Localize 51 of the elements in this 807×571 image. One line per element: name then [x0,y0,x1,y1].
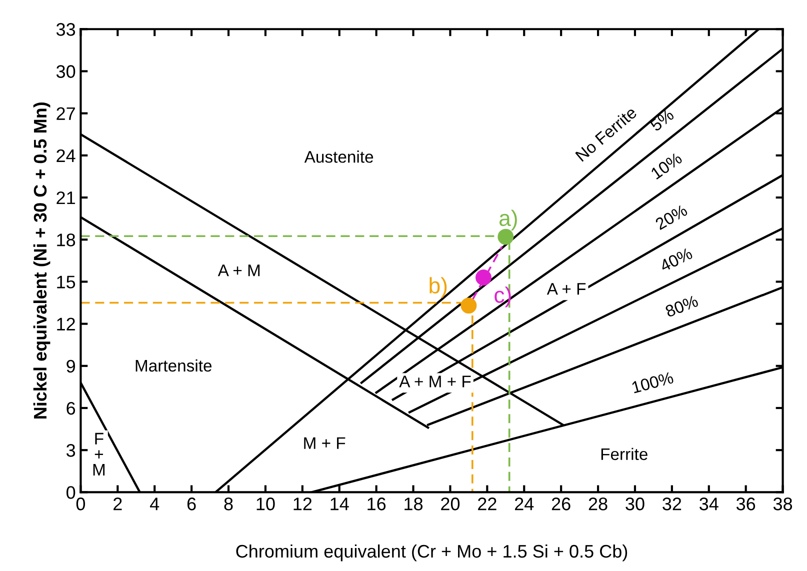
x-tick-label: 34 [700,498,718,510]
x-tick-label: 2 [114,498,122,510]
x-tick-label: 6 [187,498,196,510]
x-tick-label: 36 [736,498,756,510]
y-tick-label: 0 [66,486,76,499]
x-tick-label: 8 [224,498,233,510]
text: 80% [664,294,699,318]
x-axis-title: Chromium equivalent (Cr + Mo + 1.5 Si + 0.5 Cb) [236,544,628,562]
annotation: A + M + F [399,376,471,388]
x-tick-label: 4 [150,498,160,510]
x-tick-label: 30 [626,498,644,510]
y-tick-label: 27 [56,107,75,120]
y-tick-label: 9 [66,360,75,373]
annotation: Ferrite [601,448,648,460]
y-tick-label: 30 [56,65,76,78]
text: 100% [631,372,674,394]
x-tick-label: 14 [330,498,349,510]
x-tick-label: 38 [773,498,792,510]
x-tick-label: 20 [441,498,460,510]
text: 40% [658,247,694,272]
y-tick-label: 21 [56,191,75,204]
annotation: Martensite [136,359,212,372]
y-tick-label: 6 [66,402,76,415]
x-tick-label: 0 [76,498,86,510]
y-tick-label: 24 [56,149,76,162]
y-tick-label: 18 [57,234,76,246]
y-tick-label: 12 [57,318,75,330]
annotation: F + M [93,432,105,476]
annotation: M + F [304,437,346,449]
text: 10% [650,152,683,180]
x-tick-label: 22 [478,498,496,510]
series-label: b) [430,277,447,298]
x-tick-label: 28 [588,498,608,510]
annotation: A + M [218,264,260,276]
text: 20% [654,204,688,230]
y-tick-label: 15 [57,276,76,288]
text: 5% [649,108,675,132]
series-label: a) [499,210,517,230]
annotation: Austenite [304,150,374,163]
y-axis-title: Nickel equivalent (Ni + 30 C + 0.5 Mn) [33,102,50,418]
x-tick-label: 32 [662,498,682,510]
x-tick-label: 10 [256,498,275,510]
y-tick-label: 33 [56,23,76,36]
x-tick-label: 12 [294,498,312,510]
x-tick-label: 24 [514,498,534,510]
annotation: A + F [546,283,586,295]
x-tick-label: 16 [368,498,386,510]
y-tick-label: 3 [66,444,76,457]
x-tick-label: 26 [552,498,570,510]
x-tick-label: 18 [404,498,423,510]
series-label: c) [494,286,511,308]
